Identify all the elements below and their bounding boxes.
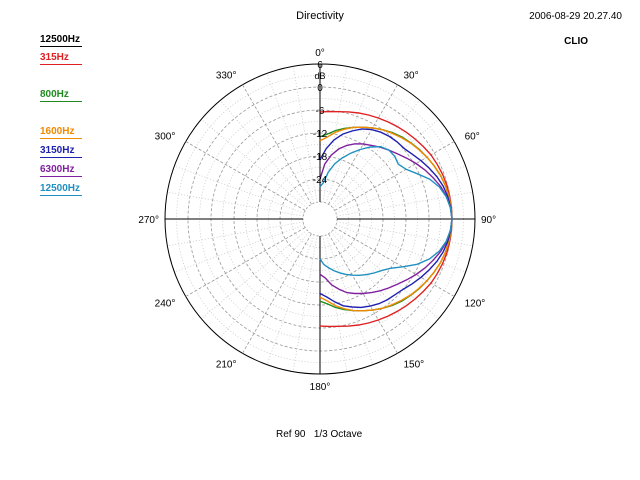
grid-spoke — [220, 231, 310, 338]
legend-item: 6300Hz — [40, 164, 82, 177]
grid-spoke — [292, 66, 318, 203]
polar-grid — [164, 63, 476, 375]
grid-spoke — [292, 235, 318, 372]
grid-spoke — [322, 235, 348, 372]
grid-spoke — [328, 84, 398, 205]
legend-swatch — [40, 138, 82, 139]
grid-spoke — [185, 141, 306, 211]
angle-tick-label: 120° — [465, 299, 486, 310]
legend-label: 800Hz — [40, 89, 69, 100]
inner-circle — [302, 201, 338, 237]
legend-label: 1600Hz — [40, 126, 75, 137]
legend-item: 800Hz — [40, 89, 82, 102]
angle-tick-label: 0° — [315, 48, 325, 59]
grid-spoke — [335, 165, 466, 214]
legend-swatch — [40, 157, 82, 158]
legend-label: 12500Hz — [40, 183, 81, 194]
legend-item: 12500Hz — [40, 34, 82, 47]
legend-item: 12500Hz — [40, 183, 82, 196]
angle-tick-label: 240° — [155, 299, 176, 310]
radial-tick-label: -12 — [313, 129, 328, 140]
grid-spoke — [242, 84, 312, 205]
legend-label: 6300Hz — [40, 164, 75, 175]
angle-tick-label: 90° — [481, 215, 496, 226]
grid-spoke — [242, 233, 312, 354]
legend-item: 315Hz — [40, 52, 82, 65]
radial-tick-label: -24 — [313, 175, 328, 186]
radial-tick-label: -6 — [316, 106, 325, 117]
grid-spoke — [325, 234, 374, 365]
grid-spoke — [174, 224, 305, 273]
grid-spoke — [220, 100, 310, 207]
grid-spoke — [335, 224, 466, 273]
ref-label: Ref 90 — [276, 429, 306, 440]
angle-tick-label: 30° — [404, 70, 419, 81]
legend-label: 315Hz — [40, 52, 69, 63]
legend-swatch — [40, 101, 82, 102]
legend-swatch — [40, 176, 82, 177]
grid-spoke — [201, 229, 308, 319]
grid-spoke — [334, 227, 455, 297]
grid-spoke — [266, 73, 315, 204]
legend-item: 1600Hz — [40, 126, 82, 139]
angle-tick-label: 150° — [404, 360, 425, 371]
grid-spoke — [266, 234, 315, 365]
legend-swatch — [40, 195, 82, 196]
grid-spoke — [167, 221, 304, 247]
legend-item: 3150Hz — [40, 145, 82, 158]
angle-tick-label: 270° — [138, 215, 159, 226]
grid-spoke — [325, 73, 374, 204]
bandwidth-label: 1/3 Octave — [313, 429, 363, 440]
angle-tick-label: 330° — [216, 70, 237, 81]
grid-spoke — [322, 66, 348, 203]
angle-tick-label: 300° — [155, 132, 176, 143]
grid-spoke — [330, 100, 420, 207]
grid-spoke — [328, 233, 398, 354]
grid-spoke — [334, 141, 455, 211]
chart-title: Directivity — [296, 10, 344, 22]
series-group — [319, 110, 453, 328]
grid-spoke — [332, 119, 439, 209]
grid-spoke — [201, 119, 308, 209]
grid-spoke — [330, 231, 420, 338]
legend-label: 3150Hz — [40, 145, 75, 156]
angle-tick-label: 60° — [465, 132, 480, 143]
radial-tick-label: 0 — [317, 83, 323, 94]
timestamp: 2006-08-29 20.27.40 — [529, 11, 622, 22]
legend-label: 12500Hz — [40, 34, 81, 45]
brand-label: CLIO — [564, 36, 588, 47]
grid-spoke — [332, 229, 439, 319]
series-line-12500hz — [319, 145, 453, 277]
grid-spoke — [167, 191, 304, 217]
radial-tick-label: 6 — [317, 60, 323, 71]
radial-unit-label: dB — [314, 71, 325, 81]
grid-spoke — [174, 165, 305, 214]
axis-labels: 0° 30° 60° 90° 120° 150° 180° 210° 240° 270° 300° 3… — [138, 48, 496, 393]
radial-tick-label: -18 — [313, 152, 328, 163]
footer-info: Ref 90 1/3 Octave — [276, 429, 362, 440]
angle-tick-label: 210° — [216, 360, 237, 371]
angle-tick-label: 180° — [310, 382, 331, 393]
grid-spoke — [185, 227, 306, 297]
legend-swatch — [40, 64, 82, 65]
legend-swatch — [40, 46, 82, 47]
